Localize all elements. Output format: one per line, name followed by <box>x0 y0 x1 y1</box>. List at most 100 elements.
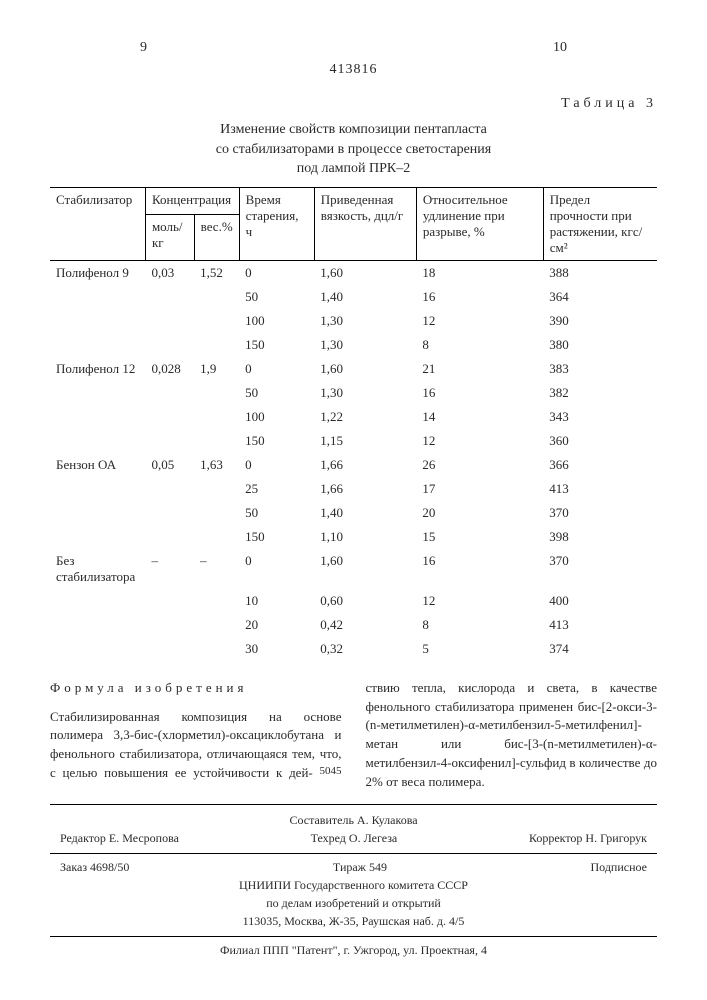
cell <box>145 589 194 613</box>
cell: 26 <box>416 453 543 477</box>
cell: 0,028 <box>145 357 194 381</box>
table-row: 200,428413 <box>50 613 657 637</box>
cell <box>50 477 145 501</box>
table-row: 1001,2214343 <box>50 405 657 429</box>
body-col1: Стабилизированная композиция на основе п… <box>50 709 342 781</box>
col-wt: вес.% <box>194 215 239 260</box>
cell: 1,63 <box>194 453 239 477</box>
cell <box>50 381 145 405</box>
page-right: 10 <box>553 40 567 56</box>
cell: 0,32 <box>314 637 416 661</box>
cell <box>50 429 145 453</box>
cell: 0,42 <box>314 613 416 637</box>
cell <box>145 613 194 637</box>
cell: 0,05 <box>145 453 194 477</box>
col-elongation: Относительное удлинение при разрыве, % <box>416 187 543 260</box>
table-row: 100,6012400 <box>50 589 657 613</box>
cell: Полифенол 12 <box>50 357 145 381</box>
table-row: Полифенол 90,031,5201,6018388 <box>50 260 657 285</box>
cell: 1,52 <box>194 260 239 285</box>
cell: 17 <box>416 477 543 501</box>
cell: 1,10 <box>314 525 416 549</box>
cell: 14 <box>416 405 543 429</box>
cell <box>50 525 145 549</box>
cell: 400 <box>543 589 657 613</box>
cell: 1,66 <box>314 477 416 501</box>
cell <box>194 333 239 357</box>
cell <box>145 333 194 357</box>
cell: 150 <box>239 333 314 357</box>
col-stabilizer: Стабилизатор <box>50 187 145 260</box>
order: Заказ 4698/50 <box>60 858 129 876</box>
col-mol: моль/кг <box>145 215 194 260</box>
table-row: 1001,3012390 <box>50 309 657 333</box>
cell: 1,22 <box>314 405 416 429</box>
cell <box>194 405 239 429</box>
cell: – <box>145 549 194 589</box>
cell <box>50 613 145 637</box>
cell <box>50 405 145 429</box>
cell: 0 <box>239 453 314 477</box>
title-l2: со стабилизаторами в процессе светостаре… <box>216 142 491 157</box>
table-row: 1501,308380 <box>50 333 657 357</box>
cell: 12 <box>416 589 543 613</box>
table-row: 501,4016364 <box>50 285 657 309</box>
cell: 8 <box>416 333 543 357</box>
cell: 360 <box>543 429 657 453</box>
cell: 8 <box>416 613 543 637</box>
cell: 150 <box>239 525 314 549</box>
cell: 100 <box>239 405 314 429</box>
cell <box>194 637 239 661</box>
cell: 20 <box>416 501 543 525</box>
cell: 380 <box>543 333 657 357</box>
table-row: Полифенол 120,0281,901,6021383 <box>50 357 657 381</box>
sub: Подписное <box>591 858 648 876</box>
cell <box>194 501 239 525</box>
cell <box>194 613 239 637</box>
table-row: Бензон ОА0,051,6301,6626366 <box>50 453 657 477</box>
cell: 382 <box>543 381 657 405</box>
cell: 0,03 <box>145 260 194 285</box>
cell: 12 <box>416 309 543 333</box>
cell: 0,60 <box>314 589 416 613</box>
cell <box>145 381 194 405</box>
corrector: Корректор Н. Григорук <box>529 829 647 847</box>
tech: Техред О. Легеза <box>311 829 398 847</box>
cell: 100 <box>239 309 314 333</box>
table-label: Таблица 3 <box>50 96 657 112</box>
cell: 18 <box>416 260 543 285</box>
table-row: 501,4020370 <box>50 501 657 525</box>
cell: 16 <box>416 549 543 589</box>
table-body: Полифенол 90,031,5201,6018388501,4016364… <box>50 260 657 661</box>
body-col2: ствию тепла, кислорода и света, в качест… <box>366 680 658 789</box>
cell <box>194 477 239 501</box>
cell: 383 <box>543 357 657 381</box>
cell <box>194 589 239 613</box>
cell: 370 <box>543 501 657 525</box>
cell: 343 <box>543 405 657 429</box>
cell <box>194 309 239 333</box>
cell <box>145 405 194 429</box>
cell: 413 <box>543 613 657 637</box>
lineno-50: 50 <box>320 765 331 777</box>
cell: 0 <box>239 357 314 381</box>
cell: 1,60 <box>314 357 416 381</box>
cell: 1,9 <box>194 357 239 381</box>
data-table: Стабилизатор Концентрация Время старения… <box>50 187 657 661</box>
cell <box>145 637 194 661</box>
page-left: 9 <box>140 40 147 56</box>
cell <box>50 501 145 525</box>
cell <box>145 525 194 549</box>
cell <box>50 589 145 613</box>
body-text: Формула изобретения Стабилизированная ко… <box>50 679 657 792</box>
cell: 0 <box>239 549 314 589</box>
editor: Редактор Е. Месропова <box>60 829 179 847</box>
cell <box>194 429 239 453</box>
cell: Без стабилизатора <box>50 549 145 589</box>
cell <box>50 309 145 333</box>
cell <box>50 285 145 309</box>
cell: 1,60 <box>314 549 416 589</box>
cell: 370 <box>543 549 657 589</box>
cell: 390 <box>543 309 657 333</box>
cell: 1,30 <box>314 333 416 357</box>
